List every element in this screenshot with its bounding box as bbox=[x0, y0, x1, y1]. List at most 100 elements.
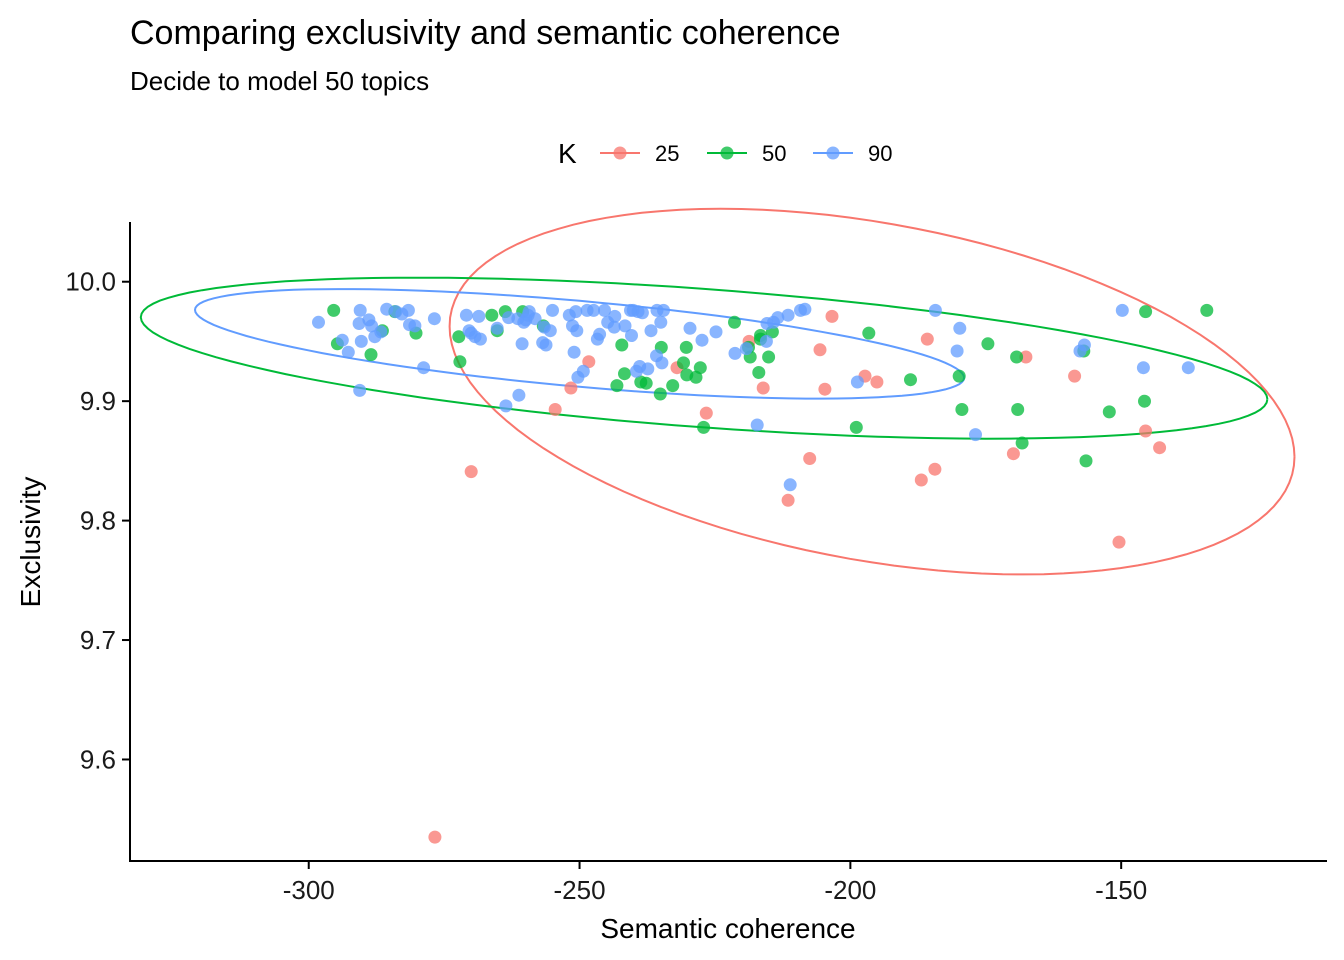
point-k50 bbox=[679, 340, 693, 354]
point-k90 bbox=[759, 334, 773, 348]
point-k50 bbox=[728, 315, 741, 329]
point-k50 bbox=[364, 348, 378, 362]
point-k90 bbox=[695, 333, 709, 347]
point-k50 bbox=[1010, 350, 1024, 364]
point-k25 bbox=[756, 381, 770, 395]
point-k25 bbox=[428, 830, 442, 844]
point-k90 bbox=[1077, 338, 1091, 352]
point-k90 bbox=[709, 325, 723, 339]
legend-label-k25: 25 bbox=[655, 141, 679, 166]
point-k90 bbox=[644, 324, 658, 338]
y-tick-label: 9.9 bbox=[80, 386, 116, 416]
point-k90 bbox=[459, 308, 473, 322]
point-k25 bbox=[870, 375, 884, 389]
point-k25 bbox=[914, 473, 928, 487]
point-k90 bbox=[569, 305, 583, 319]
point-k50 bbox=[452, 330, 466, 344]
point-k50 bbox=[666, 379, 680, 393]
point-k90 bbox=[353, 383, 367, 397]
point-k50 bbox=[677, 356, 690, 370]
point-k90 bbox=[635, 306, 649, 320]
y-tick-label: 9.7 bbox=[80, 625, 116, 655]
point-k90 bbox=[546, 303, 559, 317]
point-k25 bbox=[1068, 369, 1082, 383]
point-k50 bbox=[615, 338, 629, 352]
ellipse-k25 bbox=[448, 207, 1296, 576]
point-k25 bbox=[1019, 350, 1033, 364]
point-k90 bbox=[783, 478, 797, 492]
point-k25 bbox=[464, 465, 478, 479]
point-k90 bbox=[607, 320, 621, 334]
ellipse-k50 bbox=[139, 276, 1269, 440]
point-k50 bbox=[653, 387, 667, 401]
point-k25 bbox=[813, 343, 827, 357]
point-k90 bbox=[728, 346, 742, 360]
point-k25 bbox=[818, 382, 832, 396]
point-k50 bbox=[762, 350, 776, 364]
legend-label-k50: 50 bbox=[762, 141, 786, 166]
point-k90 bbox=[1136, 361, 1150, 375]
point-k50 bbox=[697, 420, 711, 434]
point-k25 bbox=[781, 493, 795, 507]
point-k90 bbox=[655, 356, 669, 370]
point-k90 bbox=[618, 319, 632, 333]
point-k90 bbox=[850, 375, 864, 389]
point-k50 bbox=[862, 326, 876, 340]
legend-key-point-k90 bbox=[826, 146, 840, 160]
point-k90 bbox=[512, 388, 526, 402]
legend: K 25 50 90 bbox=[558, 138, 892, 169]
point-k90 bbox=[781, 308, 795, 322]
point-k50 bbox=[1102, 405, 1116, 419]
y-ticks: 9.6 9.7 9.8 9.9 10.0 bbox=[65, 267, 130, 774]
point-k50 bbox=[981, 337, 995, 351]
point-k90 bbox=[499, 399, 513, 413]
point-k50 bbox=[693, 361, 707, 375]
y-tick-label: 9.6 bbox=[80, 744, 116, 774]
point-k90 bbox=[335, 333, 349, 347]
point-k50 bbox=[849, 420, 863, 434]
point-k90 bbox=[401, 303, 415, 317]
point-k90 bbox=[408, 319, 422, 333]
point-k25 bbox=[1139, 424, 1153, 438]
point-k90 bbox=[1115, 303, 1129, 317]
point-k90 bbox=[798, 302, 812, 316]
point-k25 bbox=[1153, 441, 1167, 455]
point-k90 bbox=[417, 361, 431, 375]
point-k90 bbox=[353, 303, 367, 317]
point-k90 bbox=[543, 324, 557, 338]
point-k90 bbox=[1181, 361, 1195, 375]
x-tick-label: -150 bbox=[1095, 875, 1147, 905]
point-k50 bbox=[327, 303, 341, 317]
point-k90 bbox=[657, 303, 670, 317]
point-k25 bbox=[920, 332, 934, 346]
point-k25 bbox=[564, 381, 578, 395]
x-tick-label: -250 bbox=[554, 875, 606, 905]
point-k90 bbox=[490, 321, 504, 335]
point-k50 bbox=[485, 308, 499, 322]
point-k90 bbox=[750, 418, 764, 432]
y-tick-label: 9.8 bbox=[80, 506, 116, 536]
legend-title: K bbox=[558, 138, 577, 169]
chart-title: Comparing exclusivity and semantic coher… bbox=[130, 14, 841, 52]
point-k90 bbox=[593, 327, 607, 341]
point-k90 bbox=[567, 345, 581, 359]
point-k50 bbox=[955, 403, 969, 416]
ellipse-layer bbox=[139, 207, 1296, 576]
point-k90 bbox=[539, 338, 553, 352]
x-tick-label: -300 bbox=[283, 875, 335, 905]
point-k50 bbox=[752, 366, 766, 379]
point-k90 bbox=[654, 315, 668, 329]
point-layer bbox=[312, 302, 1214, 844]
point-k50 bbox=[618, 367, 631, 381]
point-k50 bbox=[1011, 403, 1025, 416]
point-k50 bbox=[904, 373, 917, 387]
point-k90 bbox=[312, 315, 325, 329]
point-k90 bbox=[472, 309, 486, 323]
point-k50 bbox=[1079, 454, 1093, 468]
point-k25 bbox=[825, 309, 839, 323]
point-k25 bbox=[1006, 447, 1020, 461]
point-k25 bbox=[582, 355, 596, 369]
point-k90 bbox=[950, 344, 964, 358]
point-k90 bbox=[341, 345, 355, 359]
point-k90 bbox=[771, 311, 785, 325]
